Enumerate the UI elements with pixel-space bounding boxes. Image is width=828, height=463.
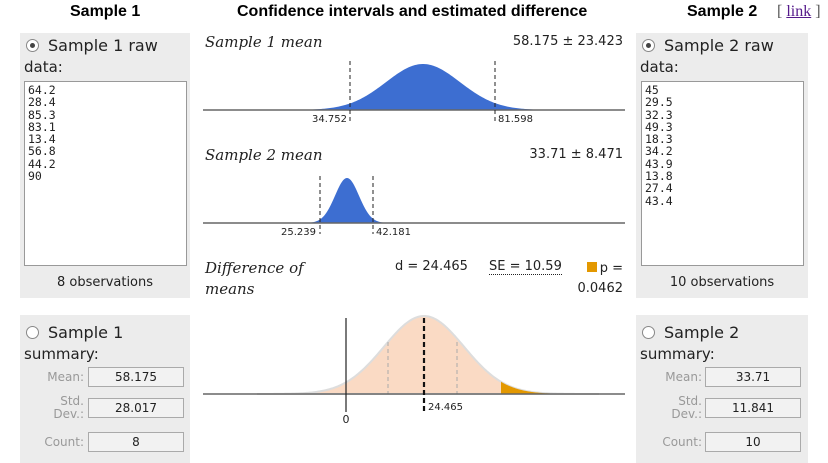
sample2-count-field[interactable]: 10: [705, 432, 801, 452]
sample1-sd-label: Std. Dev.:: [53, 394, 84, 421]
permalink-link[interactable]: link: [786, 3, 812, 20]
mean1-ci-high-label: 81.598: [498, 114, 533, 125]
diff-p-number: 0.0462: [577, 281, 624, 296]
sample1-raw-radio[interactable]: [26, 39, 39, 52]
sample1-raw-label: Sample 1 raw: [48, 36, 158, 55]
sample2-mean-label: Mean:: [665, 370, 702, 384]
diff-p-label: p =: [599, 261, 623, 276]
sample1-summary-sublabel: summary:: [24, 345, 99, 363]
sample1-summary-radio[interactable]: [26, 326, 39, 339]
link-bracket-open: [: [777, 3, 783, 20]
sample1-summary-label: Sample 1: [48, 323, 124, 342]
mean2-density: [298, 178, 398, 223]
diff-d-value: d = 24.465: [395, 259, 468, 274]
sample2-mean-field[interactable]: 33.71: [705, 367, 801, 387]
sample2-summary-radio[interactable]: [642, 326, 655, 339]
diff-zero-label: 0: [343, 413, 350, 426]
sample1-raw-panel: Sample 1 raw data: 8 observations: [20, 33, 190, 298]
sample1-summary-option[interactable]: Sample 1: [26, 323, 123, 342]
ci-header: Confidence intervals and estimated diffe…: [237, 3, 588, 20]
mean2-plot: 25.239 42.181: [203, 176, 625, 238]
sample2-raw-option[interactable]: Sample 2 raw: [642, 36, 774, 55]
link-bracket-close: ]: [815, 3, 821, 20]
sample1-header: Sample 1: [70, 3, 141, 20]
diff-density: [257, 314, 599, 395]
sample2-data-label: data:: [640, 58, 679, 76]
link-group: [ link ]: [777, 3, 821, 21]
mean2-ci-low-label: 25.239: [281, 227, 316, 238]
sample2-summary-sublabel: summary:: [640, 345, 715, 363]
sample2-raw-data-input[interactable]: [641, 81, 804, 266]
diff-se-value[interactable]: SE = 10.59: [489, 259, 562, 275]
sample1-mean-label: Mean:: [47, 370, 84, 384]
sample1-raw-data-input[interactable]: [24, 81, 187, 266]
mean1-value: 58.175 ± 23.423: [512, 34, 623, 49]
diff-p-value: p = 0.0462: [563, 259, 624, 299]
mean1-density: [278, 64, 578, 110]
sample1-mean-field[interactable]: 58.175: [88, 367, 184, 387]
diff-plot: 0 24.465: [203, 314, 625, 426]
sample1-sd-field[interactable]: 28.017: [88, 398, 184, 418]
sample2-summary-label: Sample 2: [664, 323, 740, 342]
diff-title-line2: means: [205, 280, 255, 298]
sample2-sd-row: Std. Dev.: 11.841: [636, 394, 808, 421]
sample1-mean-row: Mean: 58.175: [20, 367, 190, 389]
p-tail-swatch: [586, 262, 597, 272]
sample1-summary-panel: Sample 1 summary: Mean: 58.175 Std. Dev.:…: [20, 315, 190, 463]
sample2-mean-row: Mean: 33.71: [636, 367, 808, 389]
ci-plots: Sample 1 mean 58.175 ± 23.423 34.752 81.…: [198, 28, 630, 463]
sample2-count-row: Count: 10: [636, 432, 808, 454]
sample1-raw-option[interactable]: Sample 1 raw: [26, 36, 158, 55]
sample1-sd-row: Std. Dev.: 28.017: [20, 394, 190, 421]
mean1-plot: 34.752 81.598: [203, 61, 625, 125]
sample1-count-label: Count:: [44, 435, 84, 449]
sample1-count-row: Count: 8: [20, 432, 190, 454]
mean1-ci-low-label: 34.752: [312, 114, 347, 125]
sample2-sd-field[interactable]: 11.841: [705, 398, 801, 418]
sample2-summary-option[interactable]: Sample 2: [642, 323, 739, 342]
sample1-count-field[interactable]: 8: [88, 432, 184, 452]
sample2-raw-radio[interactable]: [642, 39, 655, 52]
sample2-header: Sample 2: [687, 3, 758, 20]
mean2-ci-high-label: 42.181: [376, 227, 411, 238]
sample2-sd-label: Std. Dev.:: [671, 394, 702, 421]
mean2-title: Sample 2 mean: [205, 146, 323, 164]
sample2-raw-label: Sample 2 raw: [664, 36, 774, 55]
sample2-summary-panel: Sample 2 summary: Mean: 33.71 Std. Dev.: …: [636, 315, 808, 463]
sample2-raw-panel: Sample 2 raw data: 10 observations: [636, 33, 808, 298]
sample1-observations: 8 observations: [56, 275, 154, 290]
sample2-observations: 10 observations: [669, 275, 775, 290]
mean1-title: Sample 1 mean: [205, 33, 323, 51]
diff-d-label: 24.465: [428, 402, 463, 413]
mean2-value: 33.71 ± 8.471: [529, 147, 623, 162]
diff-title: Difference of means: [205, 258, 304, 300]
sample1-data-label: data:: [24, 58, 63, 76]
diff-title-line1: Difference of: [205, 259, 304, 277]
diff-tail-right: [501, 381, 558, 394]
sample2-count-label: Count:: [662, 435, 702, 449]
